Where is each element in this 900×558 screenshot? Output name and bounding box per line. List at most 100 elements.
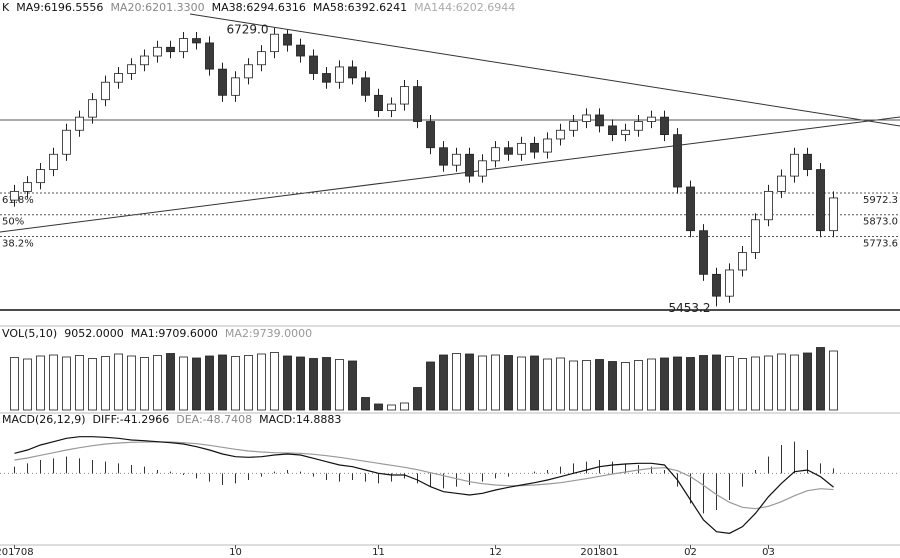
- candle-body: [62, 129, 71, 155]
- volume-bar: [231, 356, 240, 411]
- high-label: 6729.0: [227, 22, 269, 36]
- x-tick-label: 02: [684, 547, 697, 558]
- volume-bar: [712, 354, 721, 411]
- volume-bar: [309, 358, 318, 411]
- candle-body: [283, 33, 292, 46]
- candle-body: [231, 77, 240, 96]
- candle-body: [270, 33, 279, 53]
- candle-body: [595, 114, 604, 127]
- volume-bar: [140, 357, 149, 411]
- volume-bar: [777, 353, 786, 411]
- volume-bar: [387, 404, 396, 411]
- volume-bar: [686, 357, 695, 411]
- candle-body: [166, 46, 175, 53]
- candle-body: [36, 169, 45, 184]
- volume-bar: [699, 355, 708, 411]
- trend-line: [189, 13, 900, 127]
- volume-bar: [517, 356, 526, 411]
- header-label: MA38:6294.6316: [212, 1, 306, 14]
- volume-bar: [205, 355, 214, 411]
- candle-body: [348, 66, 357, 79]
- candle-body: [478, 160, 487, 177]
- volume-bar: [101, 356, 110, 411]
- volume-bar: [114, 353, 123, 411]
- volume-bar: [790, 354, 799, 411]
- candle-body: [413, 86, 422, 122]
- fib-price: 5873.0: [863, 217, 898, 228]
- x-tick-label: 03: [762, 547, 775, 558]
- candle-body: [49, 153, 58, 170]
- candle-body: [296, 44, 305, 57]
- header-label: MACD(26,12,9): [2, 413, 86, 426]
- header-label: 9052.0000: [64, 327, 124, 340]
- volume-bar: [283, 355, 292, 411]
- volume-bar: [23, 358, 32, 411]
- fib-name: 50%: [2, 217, 24, 228]
- volume-bar: [478, 355, 487, 411]
- volume-bar: [543, 358, 552, 411]
- candle-body: [647, 116, 656, 122]
- volume-bar: [491, 354, 500, 411]
- candle-body: [205, 42, 214, 70]
- volume-bar: [36, 355, 45, 411]
- header-label: DIFF:-41.2966: [93, 413, 170, 426]
- volume-bar: [764, 355, 773, 411]
- volume-bar: [660, 357, 669, 411]
- volume-bar: [751, 356, 760, 411]
- candle-body: [504, 147, 513, 155]
- volume-bar: [153, 355, 162, 411]
- header-label: MA144:6202.6944: [414, 1, 515, 14]
- trend-line: [0, 116, 900, 233]
- volume-bar: [673, 356, 682, 411]
- x-tick-label: 12: [489, 547, 502, 558]
- candle-body: [465, 153, 474, 177]
- candle-body: [400, 86, 409, 105]
- volume-bar: [556, 357, 565, 411]
- candle-body: [751, 219, 760, 253]
- header-label: MACD:14.8883: [259, 413, 341, 426]
- volume-bar: [504, 355, 513, 411]
- candle-body: [829, 197, 838, 232]
- candle-body: [517, 142, 526, 155]
- candle-body: [608, 125, 617, 136]
- candle-body: [114, 73, 123, 83]
- candle-body: [10, 190, 19, 201]
- candle-body: [439, 147, 448, 166]
- volume-bar: [621, 362, 630, 411]
- header-label: MA1:9709.6000: [131, 327, 218, 340]
- volume-bar: [335, 359, 344, 411]
- fib-price: 5972.3: [863, 195, 898, 206]
- header-label: MA9:6196.5556: [16, 1, 103, 14]
- header-label: MA2:9739.0000: [225, 327, 312, 340]
- volume-bar: [582, 360, 591, 411]
- volume-bar: [218, 354, 227, 411]
- volume-bar: [816, 347, 825, 411]
- candle-body: [88, 99, 97, 118]
- volume-bar: [634, 360, 643, 411]
- fib-name: 61.8%: [2, 195, 34, 206]
- candle-body: [75, 116, 84, 131]
- candle-body: [816, 169, 825, 232]
- candle-body: [153, 46, 162, 57]
- volume-bar: [75, 355, 84, 411]
- candle-body: [140, 55, 149, 66]
- volume-bar: [166, 353, 175, 411]
- header-label: MA58:6392.6241: [313, 1, 407, 14]
- volume-bar: [725, 356, 734, 411]
- fib-name: 38.2%: [2, 238, 34, 249]
- candle-body: [556, 129, 565, 140]
- candle-body: [192, 38, 201, 44]
- candle-body: [452, 153, 461, 166]
- low-label: 5453.2: [669, 301, 711, 315]
- volume-bar: [322, 357, 331, 411]
- candle-body: [699, 230, 708, 275]
- candle-body: [582, 114, 591, 122]
- header-label: DEA:-48.7408: [176, 413, 252, 426]
- candle-body: [127, 64, 136, 74]
- candle-body: [686, 186, 695, 232]
- volume-bar: [296, 356, 305, 411]
- candle-body: [361, 77, 370, 96]
- volume-bar: [192, 357, 201, 411]
